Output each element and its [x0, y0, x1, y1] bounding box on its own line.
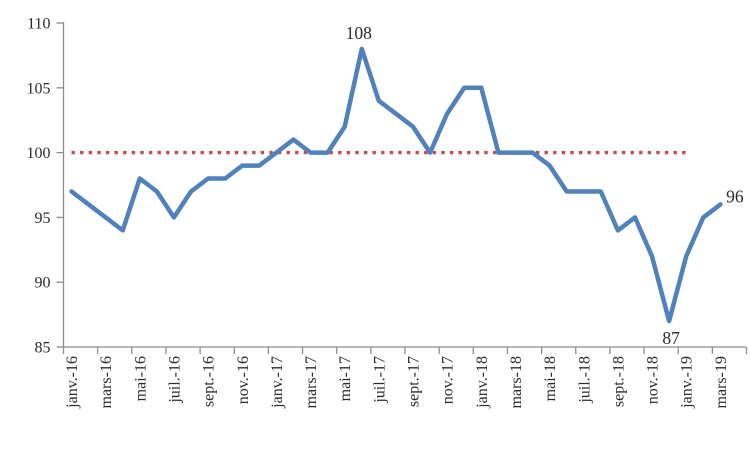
- x-tick-label: nov.-18: [645, 356, 662, 404]
- x-tick-label: juil.-17: [371, 356, 388, 404]
- y-tick-label: 95: [35, 210, 51, 227]
- x-tick-label: janv.-16: [64, 356, 81, 409]
- data-series-line: [69, 46, 723, 324]
- y-tick-label: 100: [27, 145, 51, 162]
- x-tick-label: janv.-19: [679, 356, 696, 409]
- data-label-87: 87: [662, 328, 680, 348]
- y-tick-label: 90: [35, 275, 51, 292]
- data-label-96: 96: [726, 186, 744, 206]
- x-tick-label: mai-16: [132, 356, 149, 401]
- x-tick-label: sept.-17: [406, 356, 423, 407]
- x-tick-label: janv.-18: [474, 356, 491, 409]
- x-tick-label: nov.-16: [235, 356, 252, 404]
- x-tick-label: mai-18: [542, 356, 559, 401]
- data-label-108: 108: [346, 23, 373, 43]
- x-tick-label: janv.-17: [269, 356, 286, 409]
- y-tick-label: 110: [27, 16, 50, 33]
- x-tick-label: nov.-17: [440, 356, 457, 404]
- y-tick-label: 105: [27, 80, 51, 97]
- x-tick-label: juil.-18: [576, 356, 593, 404]
- x-tick-label: sept.-18: [610, 356, 627, 407]
- y-tick-label: 85: [35, 340, 51, 357]
- x-tick-label: mars-16: [98, 356, 115, 408]
- x-tick-label: sept.-16: [201, 356, 218, 407]
- x-tick-label: mars-19: [713, 356, 730, 408]
- x-tick-label: juil.-16: [166, 356, 183, 404]
- x-tick-label: mai-17: [337, 356, 354, 401]
- x-tick-label: mars-18: [508, 356, 525, 408]
- x-tick-label: mars-17: [303, 356, 320, 408]
